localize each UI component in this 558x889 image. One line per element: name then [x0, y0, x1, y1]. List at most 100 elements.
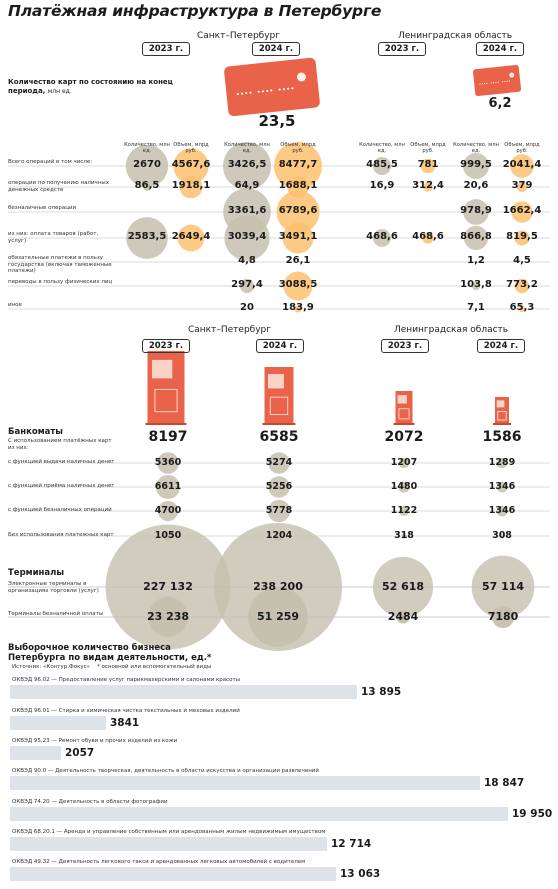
term-value-lo23-0: 52 618	[381, 580, 425, 593]
bar-category-6: ОКВЭД 49.32 — Деятельность легкового так…	[12, 859, 306, 865]
bar-0	[10, 685, 357, 699]
bubble-spb23v-3	[177, 224, 205, 252]
value-spb24v-1: 1688,1	[278, 180, 318, 191]
cards-lo-2024-value: 6,2	[488, 96, 512, 111]
atm-subheading: С использованием платёжных карт из них:	[8, 438, 112, 451]
atm-bubble-lo23-0	[398, 457, 410, 469]
year-spb-2023-atm: 2023 г.	[142, 339, 190, 353]
value-spb24c-4: 4,8	[238, 255, 256, 266]
atm-value-spb24-2: 5778	[265, 505, 293, 516]
card-icon-spb-2024-logo	[296, 72, 306, 82]
bubble-spb23v-1	[179, 175, 203, 199]
atm-value-spb23-0: 5360	[154, 457, 182, 468]
bar-6	[10, 867, 336, 881]
cards-unit: млн ед.	[47, 88, 72, 95]
bar-value-6: 13 063	[340, 868, 381, 880]
bubble-spb24v-3	[282, 222, 314, 254]
year-spb-2024-atm: 2024 г.	[256, 339, 304, 353]
value-spb23v-3: 2649,4	[171, 231, 211, 242]
bar-value-3: 18 847	[484, 777, 525, 789]
bubble-spb23c-1	[143, 183, 151, 191]
value-spb24v-6: 183,9	[282, 302, 314, 313]
year-spb-2024-top: 2024 г.	[252, 42, 300, 56]
bubble-lo24v-2	[511, 201, 533, 223]
bubble-spb24v-2	[276, 190, 320, 234]
value-spb24c-5: 297,4	[231, 279, 263, 290]
atm-row-label-1: с функцией приёма наличных денег	[8, 483, 115, 489]
cards-row-label-0: Всего операций в том числе:	[8, 159, 93, 165]
atm-value-lo24-3: 308	[492, 530, 512, 541]
atm-icon-spb-2023-panel	[154, 388, 178, 413]
value-spb24c-2: 3361,6	[227, 205, 267, 216]
card-icon-lo-2024	[472, 64, 522, 97]
bar-category-1: ОКВЭД 96.01 — Стирка и химическая чистка…	[12, 708, 240, 714]
value-spb24v-0: 8477,7	[278, 159, 318, 170]
atm-icon-lo-2024-screen	[496, 400, 505, 408]
bubble-lo24v-0	[510, 154, 534, 178]
bar-category-0: ОКВЭД 96.02 — Предоставление услуг парик…	[12, 677, 241, 683]
bubble-lo24v-1	[516, 181, 528, 193]
bubble-spb24v-5	[283, 271, 313, 301]
atm-row-label-0: с функцией выдачи наличных денег	[8, 459, 115, 465]
atm-value-lo23-3: 318	[394, 530, 414, 541]
col-header-lo23v: Объем, млрд руб.	[410, 142, 446, 154]
value-lo23v-0: 781	[417, 159, 439, 170]
value-spb23c-3: 2583,5	[127, 231, 167, 242]
atm-icon-lo-2024-panel	[497, 411, 507, 421]
atm-icon-lo-2023-panel	[398, 408, 410, 420]
value-lo24v-6: 65,3	[509, 302, 535, 313]
value-spb24c-3: 3039,4	[227, 231, 267, 242]
atm-row-label-2: с функцией безналичных операций	[8, 507, 112, 513]
region-lo-atm: Ленинградская область	[394, 325, 509, 335]
bar-category-3: ОКВЭД 90.0 — Деятельность творческая, де…	[12, 768, 319, 774]
bar-value-4: 19 950	[512, 808, 553, 820]
bubble-lo24c-2	[463, 199, 489, 225]
atm-icon-lo-2023-base	[393, 423, 415, 425]
atm-total-spb23: 8197	[148, 429, 188, 445]
bubble-lo24v-3	[514, 230, 530, 246]
atm-value-lo23-2: 1122	[390, 505, 418, 516]
cards-row-label-3: из них: оплата товаров (работ, услуг)	[8, 231, 99, 244]
value-spb24v-2: 6789,6	[278, 205, 318, 216]
atm-bubble-lo24-1	[496, 481, 508, 493]
bubble-lo23v-0	[420, 158, 436, 174]
bubble-lo24c-3	[463, 225, 489, 251]
value-lo24c-0: 999,5	[460, 159, 492, 170]
atm-bubble-lo24-3	[499, 533, 505, 539]
term-value-lo24-1: 7180	[487, 610, 519, 623]
bubble-lo24c-5	[471, 281, 481, 291]
bubble-lo23c-3	[373, 229, 391, 247]
year-lo-2024-top: 2024 г.	[476, 42, 524, 56]
bubble-lo23v-3	[422, 232, 434, 244]
bubble-lo23c-0	[372, 156, 392, 176]
card-icon-lo-2024-logo	[509, 72, 515, 78]
col-header-lo24v: Объем, млрд руб.	[504, 142, 540, 154]
atm-icon-lo-2023-screen	[397, 395, 407, 404]
value-lo24c-6: 7,1	[467, 302, 485, 313]
value-spb24v-3: 3491,1	[278, 231, 318, 242]
year-lo-2023-top: 2023 г.	[378, 42, 426, 56]
value-spb23v-0: 4567,6	[171, 159, 211, 170]
term-value-lo23-1: 2484	[387, 610, 419, 623]
bar-category-2: ОКВЭД 95.23 — Ремонт обуви и прочих изде…	[12, 738, 178, 744]
atm-value-spb24-0: 5274	[265, 457, 293, 468]
term-row-label-0: Электронные терминалы в организациях тор…	[8, 581, 99, 594]
bar-category-4: ОКВЭД 74.20 — Деятельность в области фот…	[12, 799, 168, 805]
bar-3	[10, 776, 480, 790]
atm-bubble-lo24-0	[496, 457, 508, 469]
terminals-heading: Терминалы	[8, 568, 65, 578]
value-lo24v-0: 2041,4	[502, 159, 542, 170]
atm-value-spb24-1: 5256	[265, 481, 293, 492]
term-value-spb24-1: 51 259	[256, 610, 300, 623]
page-title: Платёжная инфраструктура в Петербурге	[8, 2, 382, 20]
year-lo-2024-atm: 2024 г.	[477, 339, 525, 353]
atm-value-lo23-0: 1207	[390, 457, 418, 468]
atm-value-spb23-2: 4700	[154, 505, 182, 516]
atm-value-lo24-1: 1346	[488, 481, 516, 492]
atm-bubble-lo24-2	[496, 505, 508, 517]
bar-value-1: 3841	[110, 717, 140, 729]
cards-heading: Количество карт по состоянию на конец пе…	[8, 78, 188, 96]
value-spb23c-0: 2670	[133, 159, 161, 170]
card-icon-spb-2024	[224, 57, 320, 117]
bar-value-5: 12 714	[331, 838, 372, 850]
